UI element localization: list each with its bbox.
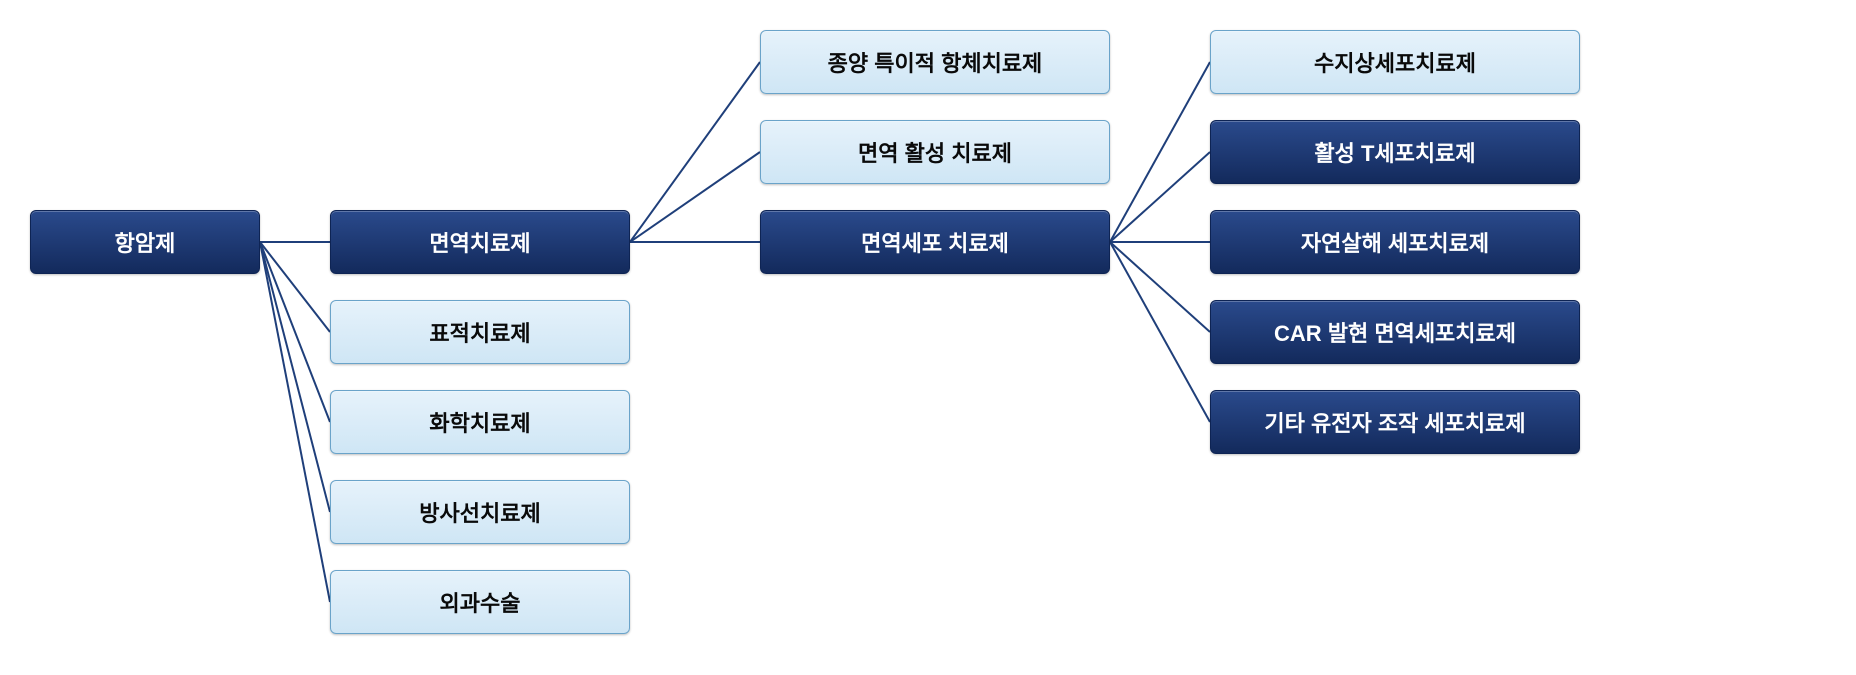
- node-label: 방사선치료제: [419, 496, 540, 528]
- node-label: 자연살해 세포치료제: [1301, 226, 1489, 258]
- edge-immuno-activator: [630, 152, 760, 242]
- node-label: 수지상세포치료제: [1314, 46, 1476, 78]
- node-label: CAR 발현 면역세포치료제: [1274, 316, 1516, 348]
- node-tcell: 활성 T세포치료제: [1210, 120, 1580, 184]
- node-label: 활성 T세포치료제: [1314, 136, 1475, 168]
- node-dc: 수지상세포치료제: [1210, 30, 1580, 94]
- node-root: 항암제: [30, 210, 260, 274]
- node-radiation: 방사선치료제: [330, 480, 630, 544]
- edge-root-targeted: [260, 242, 330, 332]
- node-car: CAR 발현 면역세포치료제: [1210, 300, 1580, 364]
- node-label: 외과수술: [440, 586, 521, 618]
- diagram-canvas: 항암제 면역치료제표적치료제화학치료제방사선치료제외과수술 종양 특이적 항체치료제…: [0, 0, 1856, 675]
- node-antibody: 종양 특이적 항체치료제: [760, 30, 1110, 94]
- node-label: 표적치료제: [429, 316, 530, 348]
- node-immuno: 면역치료제: [330, 210, 630, 274]
- node-activator: 면역 활성 치료제: [760, 120, 1110, 184]
- edge-immuno-antibody: [630, 62, 760, 242]
- node-cell: 면역세포 치료제: [760, 210, 1110, 274]
- node-surgery: 외과수술: [330, 570, 630, 634]
- edge-root-radiation: [260, 242, 330, 512]
- edge-cell-tcell: [1110, 152, 1210, 242]
- edge-root-chemo: [260, 242, 330, 422]
- node-chemo: 화학치료제: [330, 390, 630, 454]
- node-targeted: 표적치료제: [330, 300, 630, 364]
- node-label: 면역 활성 치료제: [858, 136, 1012, 168]
- node-label: 기타 유전자 조작 세포치료제: [1264, 406, 1525, 438]
- edge-root-surgery: [260, 242, 330, 602]
- node-label: 항암제: [115, 226, 176, 258]
- node-label: 화학치료제: [429, 406, 530, 438]
- node-label: 면역치료제: [429, 226, 530, 258]
- node-gene: 기타 유전자 조작 세포치료제: [1210, 390, 1580, 454]
- edge-cell-car: [1110, 242, 1210, 332]
- node-label: 면역세포 치료제: [861, 226, 1009, 258]
- node-label: 종양 특이적 항체치료제: [828, 46, 1043, 78]
- node-nk: 자연살해 세포치료제: [1210, 210, 1580, 274]
- edge-cell-dc: [1110, 62, 1210, 242]
- edge-cell-gene: [1110, 242, 1210, 422]
